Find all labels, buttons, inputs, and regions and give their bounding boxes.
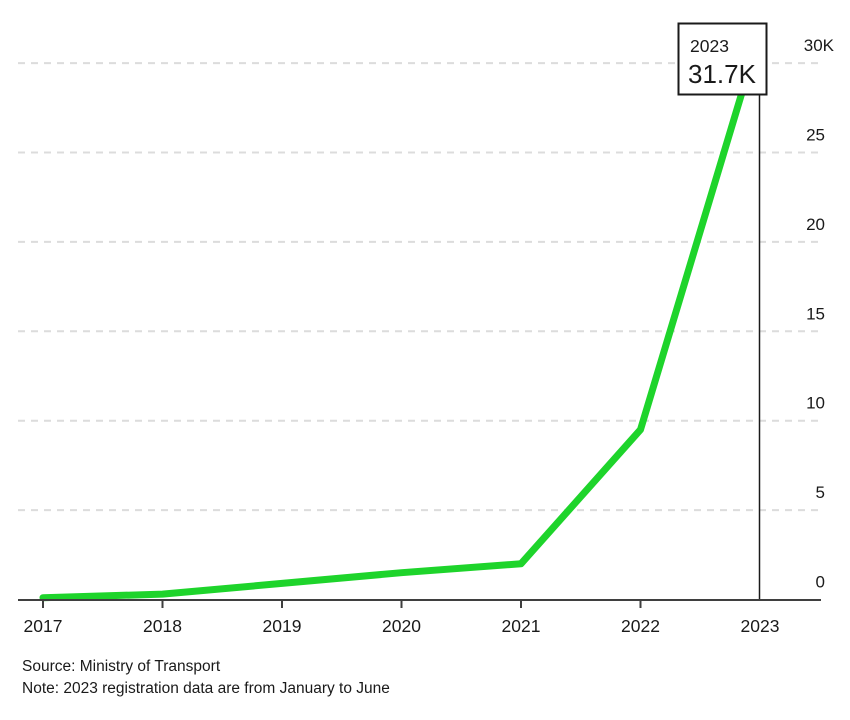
note-text: Note: 2023 registration data are from Ja… — [22, 679, 390, 697]
data-line — [39, 29, 764, 602]
x-tick-label-2021: 2021 — [502, 616, 541, 636]
y-tick-label-25: 25 — [806, 126, 825, 145]
y-tick-label-30K: 30K — [804, 36, 835, 55]
source-text: Source: Ministry of Transport — [22, 658, 221, 675]
y-tick-label-20: 20 — [806, 215, 825, 234]
x-tick-label-2019: 2019 — [263, 616, 302, 636]
annotation-box — [677, 22, 768, 96]
x-axis-ticks — [42, 600, 642, 608]
x-tick-label-2018: 2018 — [143, 616, 182, 636]
annotation-year-label: 2023 — [690, 36, 729, 56]
gridlines — [18, 62, 820, 512]
y-axis-labels: 0 5 10 15 20 25 30K — [804, 36, 835, 591]
line-chart: 0 5 10 15 20 25 30K 2017 2018 2019 2020 2021 2022 20… — [18, 22, 835, 636]
y-tick-label-10: 10 — [806, 394, 825, 413]
y-tick-label-5: 5 — [816, 483, 825, 502]
x-tick-label-2023: 2023 — [741, 616, 780, 636]
y-tick-label-0: 0 — [816, 573, 825, 592]
x-tick-label-2022: 2022 — [621, 616, 660, 636]
annotation-value-label: 31.7K — [688, 59, 757, 89]
x-axis-labels: 2017 2018 2019 2020 2021 2022 2023 — [24, 616, 780, 636]
chart-footer: Source: Ministry of Transport Note: 2023… — [22, 656, 390, 699]
y-tick-label-15: 15 — [806, 304, 825, 323]
x-tick-label-2017: 2017 — [24, 616, 63, 636]
x-tick-label-2020: 2020 — [382, 616, 421, 636]
